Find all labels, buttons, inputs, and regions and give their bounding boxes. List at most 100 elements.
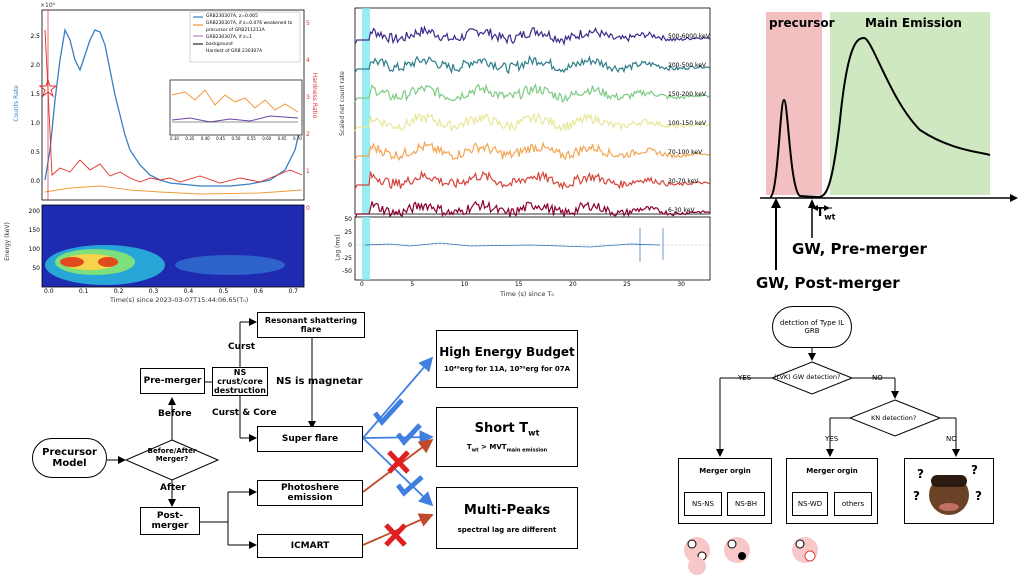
xtick: 0.4 — [183, 288, 194, 295]
lc-xlabel: Time(s) since 2023-03-07T15:44:06.65(T₀) — [110, 296, 249, 304]
ns-ns-node: NS-NS — [684, 492, 722, 516]
mb-band-labels: 500-6000 keV 200-500 keV 150-200 keV 100… — [668, 22, 710, 225]
gw-post-label: GW, Post-merger — [756, 274, 900, 292]
xtick: 5 — [410, 281, 415, 288]
ns-wd-node: NS-WD — [792, 492, 828, 516]
band-label: 6-30 keV — [668, 207, 695, 214]
lc-xticks: 0.0 0.1 0.2 0.3 0.4 0.5 0.6 0.7 — [44, 288, 298, 295]
band-label: 200-500 keV — [668, 62, 707, 69]
ytick: 0.5 — [30, 149, 40, 156]
spec-yticks: 200 150 100 50 — [22, 202, 40, 278]
band-label: 70-100 keV — [668, 149, 703, 156]
lvk-label: (LVK) GW detection? — [774, 373, 841, 381]
band-lightcurve — [354, 169, 710, 191]
xtick: 20 — [569, 281, 577, 288]
legend-entry: GRB230307A, if z=0.076 weakened to precu… — [206, 21, 293, 33]
question-mark: ? — [913, 489, 920, 503]
after-label: After — [160, 483, 186, 493]
high-energy-sub: 10⁴⁹erg for 11A, 10⁵⁰erg for 07A — [443, 365, 571, 373]
before-after-label: Before/After Merger? — [147, 447, 197, 463]
yes-label-1: YES — [738, 374, 752, 382]
before-label: Before — [158, 409, 192, 419]
band-label: 100-150 keV — [668, 120, 707, 127]
curst-label: Curst — [228, 342, 256, 352]
twt-label: Twt — [816, 205, 835, 221]
inset-xtick: 0.40 — [200, 136, 210, 141]
pre-merger-node: Pre-merger — [140, 368, 205, 394]
band-label: 500-6000 keV — [668, 33, 710, 40]
inset-xticks: 0.30 0.35 0.40 0.45 0.50 0.55 0.60 0.65 … — [170, 136, 302, 141]
legend-entry: Hardest of GRB 230307A — [206, 49, 263, 54]
ytick-right: 1 — [306, 168, 310, 175]
high-energy-title: High Energy Budget — [439, 345, 575, 359]
inset-xtick: 0.30 — [170, 136, 179, 141]
band-label: 30-70 keV — [668, 178, 699, 185]
curst-core-label: Curst & Core — [212, 408, 277, 418]
precursor-model-node: Precursor Model — [32, 438, 107, 478]
note-rest: > MVT — [478, 443, 507, 452]
question-mark: ? — [975, 489, 982, 503]
ytick: 150 — [28, 227, 40, 234]
precursor-label: precursor — [769, 16, 835, 30]
band-lightcurve — [354, 200, 710, 219]
short-twt-title: Short Twt — [475, 421, 540, 438]
xtick: 0.1 — [78, 288, 89, 295]
note-t: T — [466, 443, 472, 452]
xtick: 15 — [514, 281, 523, 288]
band-lightcurve — [354, 140, 710, 162]
merger-origin-title: Merger orgin — [806, 467, 858, 475]
mb-ylabel: Scaled net count rate — [338, 71, 346, 136]
detection-node: detction of Type IL GRB — [772, 306, 852, 348]
ytick: 0.0 — [30, 178, 40, 185]
lag-yticks: 50 25 0 -25 -50 — [338, 213, 352, 278]
ytick: 100 — [28, 246, 40, 253]
xtick: 0.0 — [44, 288, 54, 295]
before-after-diamond — [124, 439, 220, 481]
cross-icon — [387, 450, 410, 474]
no-label-1: NO — [872, 374, 883, 382]
band-lightcurve — [354, 54, 710, 75]
lc-ylabel-right: Hardness Ratio — [311, 72, 319, 119]
ytick-right: 4 — [306, 57, 310, 64]
question-mark: ? — [917, 467, 924, 481]
check-icon — [396, 423, 422, 446]
no-label-2: NO — [946, 435, 957, 443]
counts-rate-curve — [44, 27, 303, 187]
ns-bh-node: NS-BH — [727, 492, 765, 516]
ytick: 50 — [344, 216, 352, 223]
super-flare-node: Super flare — [257, 426, 363, 452]
spec-ylabel: Energy (keV) — [3, 222, 11, 261]
decision-connectors — [684, 348, 960, 575]
ytick: 1.5 — [30, 91, 40, 98]
band-lightcurve — [354, 112, 710, 133]
ns-ns-binary-icon — [684, 537, 710, 575]
ytick: -25 — [342, 255, 352, 262]
multiband-panel — [354, 7, 711, 281]
ns-bh-binary-icon — [724, 537, 750, 563]
ytick-right: 2 — [306, 131, 310, 138]
xtick: 30 — [677, 281, 685, 288]
hardness-ratio-curve — [44, 29, 303, 184]
merger-origin-title: Merger orgin — [699, 467, 751, 475]
question-mark: ? — [971, 463, 978, 477]
orange-curve — [44, 185, 303, 195]
xtick: 0.3 — [148, 288, 159, 295]
check-icon — [396, 475, 424, 497]
inset-xtick: 0.50 — [231, 136, 241, 141]
main-emission-label: Main Emission — [865, 16, 962, 30]
cross-icon — [384, 523, 407, 547]
ytick: 25 — [344, 229, 352, 236]
kn-label: KN detection? — [871, 414, 917, 422]
gw-detection-diamond — [770, 361, 854, 395]
ns-wd-binary-icon — [792, 537, 818, 563]
band-label: 150-200 keV — [668, 91, 707, 98]
band-lightcurve — [354, 83, 710, 104]
inset-xtick: 0.70 — [293, 136, 302, 141]
ns-magnetar-label: NS is magnetar — [276, 376, 363, 387]
lc-yticks-right: 5 4 3 2 1 0 — [306, 5, 310, 227]
band-lightcurve — [354, 25, 710, 47]
inset-xtick: 0.55 — [246, 136, 256, 141]
xtick: 0 — [360, 281, 364, 288]
twt-sub: wt — [824, 212, 836, 222]
short-twt-main: Short T — [474, 420, 529, 436]
